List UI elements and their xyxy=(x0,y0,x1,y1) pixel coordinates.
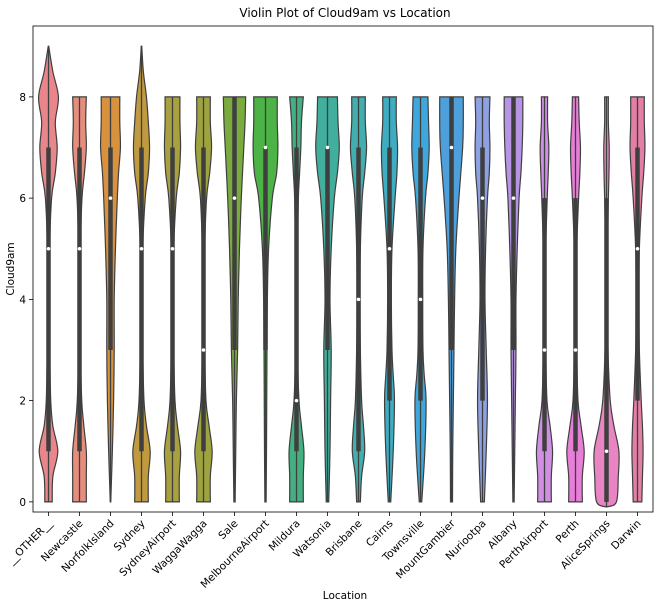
x-axis-label: Location xyxy=(323,590,367,602)
violin-median xyxy=(418,297,423,302)
violin-median xyxy=(511,196,516,200)
plot-frame xyxy=(32,25,654,513)
y-tick-label: 8 xyxy=(19,92,26,104)
violin-median xyxy=(201,348,206,352)
y-tick-label: 2 xyxy=(19,396,26,408)
violin-median xyxy=(294,398,299,403)
violin-median xyxy=(573,348,578,352)
violin-median xyxy=(263,145,268,150)
y-tick-label: 0 xyxy=(19,497,26,509)
y-tick-label: 6 xyxy=(19,193,26,205)
violin-median xyxy=(635,246,640,251)
violin-median xyxy=(356,297,361,302)
violin-median xyxy=(46,246,51,251)
x-tick-label: Sale xyxy=(216,518,240,542)
violin-median xyxy=(232,196,237,200)
violin-median xyxy=(542,348,547,352)
violin-median xyxy=(480,196,485,200)
violin-median xyxy=(449,145,454,150)
violin-median xyxy=(139,246,144,251)
violin-median xyxy=(77,246,82,251)
violin-median xyxy=(170,246,175,251)
violin-median xyxy=(325,145,330,150)
violin-median xyxy=(604,449,609,454)
chart-title: Violin Plot of Cloud9am vs Location xyxy=(239,6,450,20)
x-tick-label: WaggaWagga xyxy=(150,518,209,577)
y-axis: 0 2 4 6 8 xyxy=(19,92,33,509)
violin-median xyxy=(387,246,392,251)
x-tick-label: Darwin xyxy=(609,518,644,553)
x-tick-label: Perth xyxy=(554,518,582,546)
y-tick-label: 4 xyxy=(19,294,26,306)
x-axis: __OTHER__NewcastleNorfolkIslandSydneySyd… xyxy=(5,512,644,591)
violin-median xyxy=(108,196,113,200)
y-axis-label: Cloud9am xyxy=(5,242,17,295)
violins-layer xyxy=(37,45,646,508)
